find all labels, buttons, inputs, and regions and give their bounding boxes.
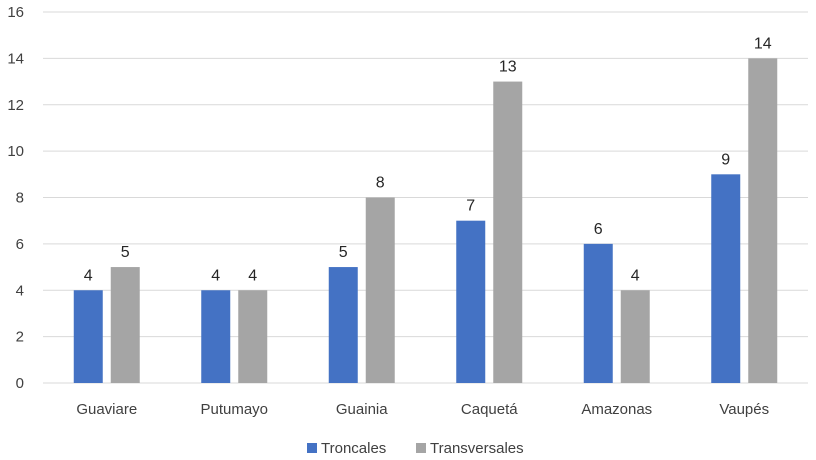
- x-axis: Guaviare Putumayo Guainia Caquetá Amazonas Va…: [76, 401, 769, 418]
- y-tick-label: 8: [16, 190, 24, 207]
- bar-troncales-3: [456, 220, 486, 383]
- bar-troncales-0: [73, 290, 103, 383]
- x-category-label: Caquetá: [461, 401, 518, 418]
- bar-transversales-5: [748, 58, 778, 383]
- data-label: 13: [499, 59, 517, 76]
- data-label: 5: [121, 244, 130, 261]
- data-label: 6: [594, 221, 603, 238]
- bar-troncales-2: [328, 267, 358, 383]
- y-tick-label: 2: [16, 329, 24, 346]
- legend-label-troncales: Troncales: [321, 440, 386, 457]
- data-label: 4: [631, 267, 640, 284]
- bar-transversales-4: [620, 290, 650, 383]
- y-tick-label: 14: [7, 50, 24, 67]
- bar-transversales-0: [110, 267, 140, 383]
- data-label: 7: [466, 198, 475, 215]
- data-label: 9: [721, 151, 730, 168]
- data-label: 4: [84, 267, 93, 284]
- y-tick-label: 12: [7, 97, 24, 114]
- x-category-label: Vaupés: [719, 401, 769, 418]
- bar-transversales-1: [238, 290, 268, 383]
- bars: [73, 58, 778, 383]
- data-label: 4: [211, 267, 220, 284]
- y-tick-label: 4: [16, 282, 24, 299]
- x-category-label: Guainia: [336, 401, 388, 418]
- y-tick-label: 10: [7, 143, 24, 160]
- bar-transversales-2: [365, 197, 395, 383]
- bar-troncales-4: [583, 243, 613, 383]
- y-tick-label: 0: [16, 375, 24, 392]
- data-label: 14: [754, 35, 772, 52]
- bar-troncales-5: [711, 174, 741, 383]
- data-label: 4: [248, 267, 257, 284]
- data-labels: 4 5 4 4 5 8 7 13 6 4 9 14: [84, 35, 772, 284]
- gridlines: [43, 11, 808, 384]
- x-category-label: Amazonas: [581, 401, 652, 418]
- y-tick-label: 6: [16, 236, 24, 253]
- data-label: 5: [339, 244, 348, 261]
- x-category-label: Guaviare: [76, 401, 137, 418]
- bar-transversales-3: [493, 81, 523, 383]
- legend-swatch-troncales: [307, 443, 317, 453]
- legend: Troncales Transversales: [307, 440, 524, 457]
- y-tick-label: 16: [7, 4, 24, 21]
- y-axis: 0 2 4 6 8 10 12 14 16: [7, 4, 24, 392]
- data-label: 8: [376, 175, 385, 192]
- bar-troncales-1: [201, 290, 231, 383]
- legend-label-transversales: Transversales: [430, 440, 524, 457]
- legend-swatch-transversales: [416, 443, 426, 453]
- x-category-label: Putumayo: [200, 401, 268, 418]
